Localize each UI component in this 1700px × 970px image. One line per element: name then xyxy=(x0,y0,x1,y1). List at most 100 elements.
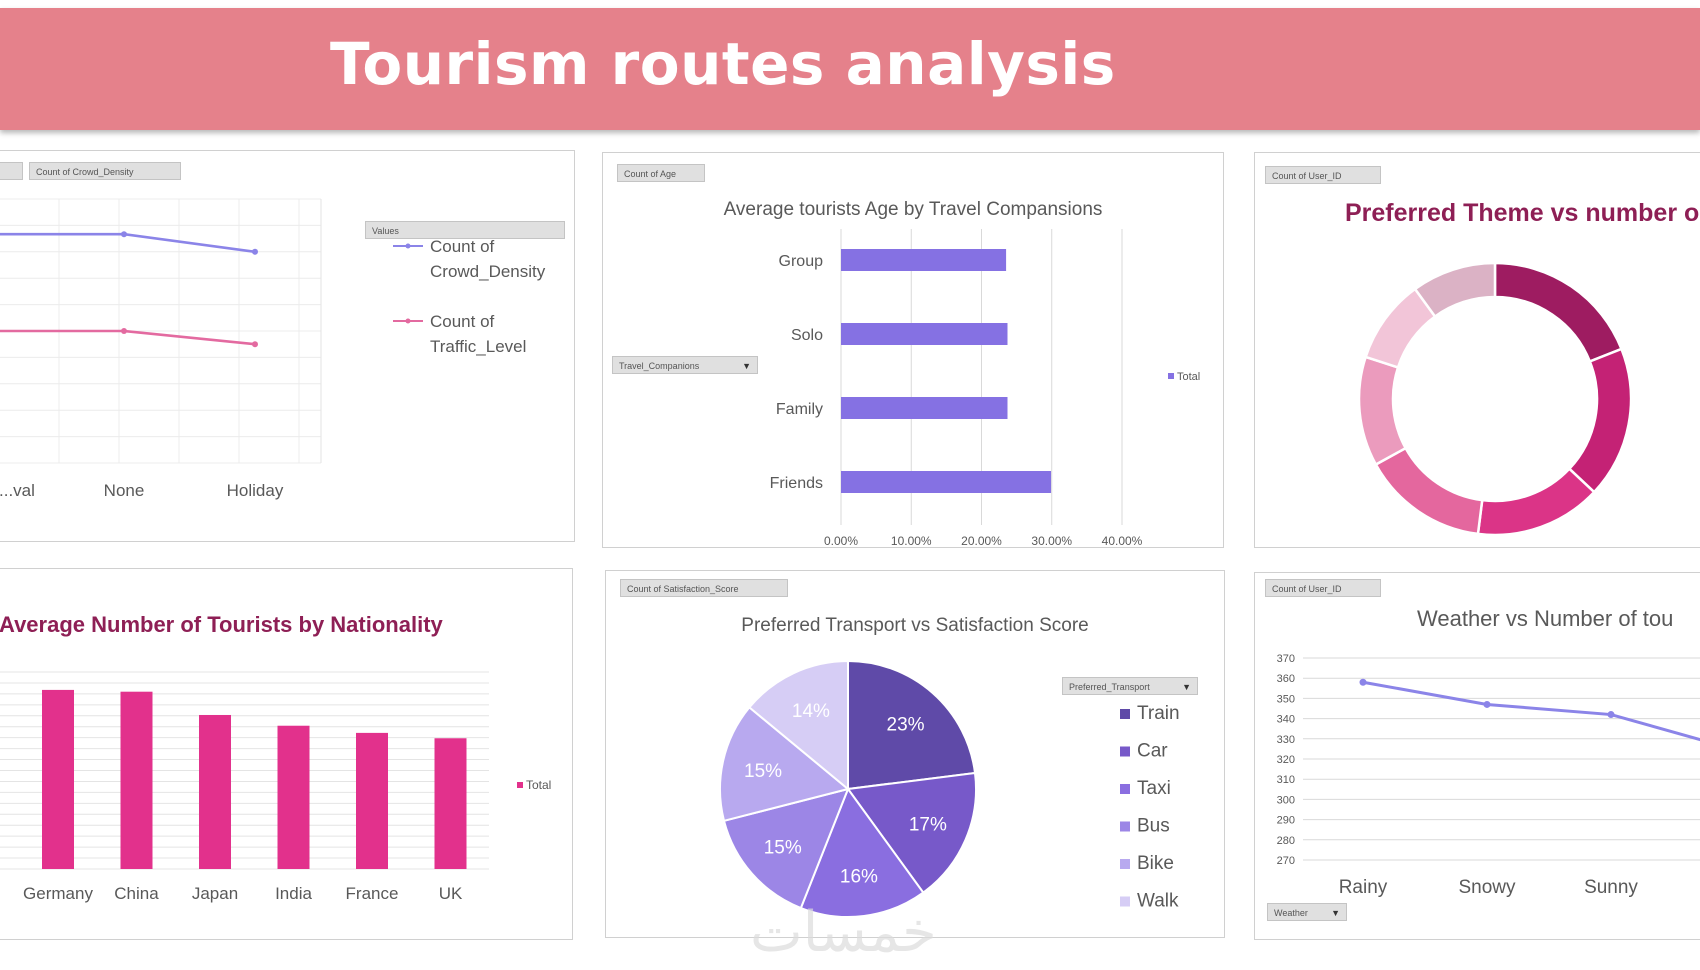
age-x-tick: 40.00% xyxy=(1102,534,1143,547)
age-field-button[interactable]: Count of Age xyxy=(617,164,705,182)
transport-pie-label: 14% xyxy=(792,701,830,722)
age-category-label: Family xyxy=(776,401,823,418)
crowd-density-chart: ...val None Holiday Count of Crowd_Density Co… xyxy=(0,198,546,500)
weather-y-tick: 370 xyxy=(1277,653,1295,665)
transport-pie-label: 15% xyxy=(764,838,802,859)
dashboard-banner: Tourism routes analysis xyxy=(0,8,1700,130)
age-x-tick: 30.00% xyxy=(1031,534,1072,547)
age-x-tick: 20.00% xyxy=(961,534,1002,547)
transport-pie-label: 17% xyxy=(909,815,947,836)
transport-pie-slice xyxy=(799,786,925,918)
watermark-logo: خمسات xyxy=(750,900,937,965)
theme-field-button[interactable]: Count of User_ID xyxy=(1265,166,1381,184)
age-x-tick: 10.00% xyxy=(891,534,932,547)
theme-donut-slice xyxy=(1493,261,1624,364)
transport-legend-swatch xyxy=(1120,709,1130,719)
weather-y-tick: 350 xyxy=(1277,693,1295,705)
theme-chart-title: Preferred Theme vs number o xyxy=(1345,199,1700,227)
dashboard-title: Tourism routes analysis xyxy=(330,30,1116,98)
nat-legend-swatch xyxy=(517,782,523,788)
weather-x-tick: Rainy xyxy=(1339,877,1388,898)
crowd-point xyxy=(252,248,258,255)
age-chart-title: Average tourists Age by Travel Compansio… xyxy=(723,199,1103,220)
crowd-series-line xyxy=(0,232,256,254)
theme-donut-slice xyxy=(1476,467,1596,537)
transport-pie-slice xyxy=(719,706,851,823)
nationality-chart: Germany China Japan India France UK Total xyxy=(0,671,551,903)
theme-donut-chart xyxy=(1357,261,1633,537)
transport-chart-title: Preferred Transport vs Satisfaction Scor… xyxy=(741,615,1089,636)
weather-y-tick: 330 xyxy=(1277,734,1295,746)
weather-filter-label: Weather xyxy=(1274,908,1308,918)
age-bar xyxy=(841,471,1052,493)
crowd-point xyxy=(121,328,127,334)
weather-y-tick: 360 xyxy=(1277,673,1295,685)
age-legend-swatch xyxy=(1168,373,1174,379)
weather-point xyxy=(1359,678,1367,686)
transport-pie-slice xyxy=(846,771,977,894)
crowd-field-button[interactable]: Count of Crowd_Density xyxy=(29,162,181,180)
preferred-transport-filter-label: Preferred_Transport xyxy=(1069,682,1150,692)
age-bar xyxy=(841,323,1008,345)
weather-field-button[interactable]: Count of User_ID xyxy=(1265,579,1381,597)
nat-bar xyxy=(434,738,467,869)
nat-x-tick: France xyxy=(346,884,399,903)
nat-x-tick: China xyxy=(114,884,159,903)
age-legend-label: Total xyxy=(1177,371,1200,383)
age-panel: Count of Age Average tourists Age by Tra… xyxy=(602,152,1224,548)
travel-companions-filter-label: Travel_Companions xyxy=(619,361,700,371)
weather-chart: 370 360 350 340 330 320 310 300 290 280 270 Rainy Sn… xyxy=(1277,653,1700,898)
weather-panel: Count of User_ID Weather vs Number of to… xyxy=(1254,572,1700,940)
theme-donut-slice xyxy=(1567,347,1633,494)
transport-legend-swatch xyxy=(1120,821,1130,832)
nat-bar xyxy=(120,691,153,869)
theme-donut-slice xyxy=(1357,355,1408,467)
weather-y-tick: 270 xyxy=(1277,855,1295,867)
weather-x-tick: Sunny xyxy=(1584,877,1638,898)
theme-donut-slice xyxy=(1374,446,1484,536)
age-category-label: Friends xyxy=(770,475,823,492)
crowd-density-panel: Count of Crowd_Density Values ...val None… xyxy=(0,150,575,542)
nationality-chart-title: Average Number of Tourists by Nationalit… xyxy=(0,612,443,637)
nat-bar xyxy=(199,714,231,869)
age-x-tick: 0.00% xyxy=(824,534,858,547)
weather-filter[interactable]: Weather ▼ xyxy=(1267,903,1347,921)
weather-y-tick: 310 xyxy=(1277,774,1295,786)
transport-legend-label: Taxi xyxy=(1137,778,1171,799)
age-chart: 0.00% 10.00% 20.00% 30.00% 40.00% Group Solo Fa… xyxy=(770,229,1200,547)
age-category-label: Group xyxy=(779,253,824,270)
age-category-label: Solo xyxy=(791,327,823,344)
crowd-legend-label-cont: Crowd_Density xyxy=(430,262,546,281)
theme-panel: Count of User_ID Preferred Theme vs numb… xyxy=(1254,152,1700,548)
nat-bar xyxy=(42,689,74,869)
chevron-down-icon: ▼ xyxy=(1182,682,1191,692)
nat-x-tick: Germany xyxy=(23,884,93,903)
weather-y-tick: 290 xyxy=(1277,815,1295,827)
transport-pie-label: 23% xyxy=(887,715,925,736)
crowd-series-line xyxy=(0,329,256,346)
travel-companions-filter[interactable]: Travel_Companions ▼ xyxy=(612,356,758,374)
weather-y-tick: 300 xyxy=(1277,794,1295,806)
weather-y-tick: 340 xyxy=(1277,714,1295,726)
nationality-panel: Average Number of Tourists by Nationalit… xyxy=(0,568,573,940)
transport-pie-slice xyxy=(722,787,850,910)
transport-legend-swatch xyxy=(1120,859,1130,869)
transport-legend-label: Train xyxy=(1137,703,1180,724)
transport-legend-label: Bus xyxy=(1137,816,1170,837)
nat-x-tick: Japan xyxy=(192,884,238,903)
weather-y-tick: 320 xyxy=(1277,754,1295,766)
weather-point xyxy=(1607,711,1615,719)
crowd-x-tick: ...val xyxy=(0,481,35,500)
transport-field-button[interactable]: Count of Satisfaction_Score xyxy=(620,579,788,597)
crowd-field-button-cut[interactable] xyxy=(0,162,23,180)
age-bar xyxy=(841,397,1008,419)
nat-x-tick: India xyxy=(275,884,312,903)
theme-donut-slice xyxy=(1413,261,1497,319)
transport-legend-swatch xyxy=(1120,896,1130,907)
crowd-legend-label-cont: Traffic_Level xyxy=(430,337,526,356)
nat-bar xyxy=(356,732,388,869)
chevron-down-icon: ▼ xyxy=(1331,908,1340,918)
crowd-legend-header: Values xyxy=(365,221,565,239)
weather-series-line xyxy=(1362,680,1700,742)
preferred-transport-filter[interactable]: Preferred_Transport ▼ xyxy=(1062,677,1198,695)
